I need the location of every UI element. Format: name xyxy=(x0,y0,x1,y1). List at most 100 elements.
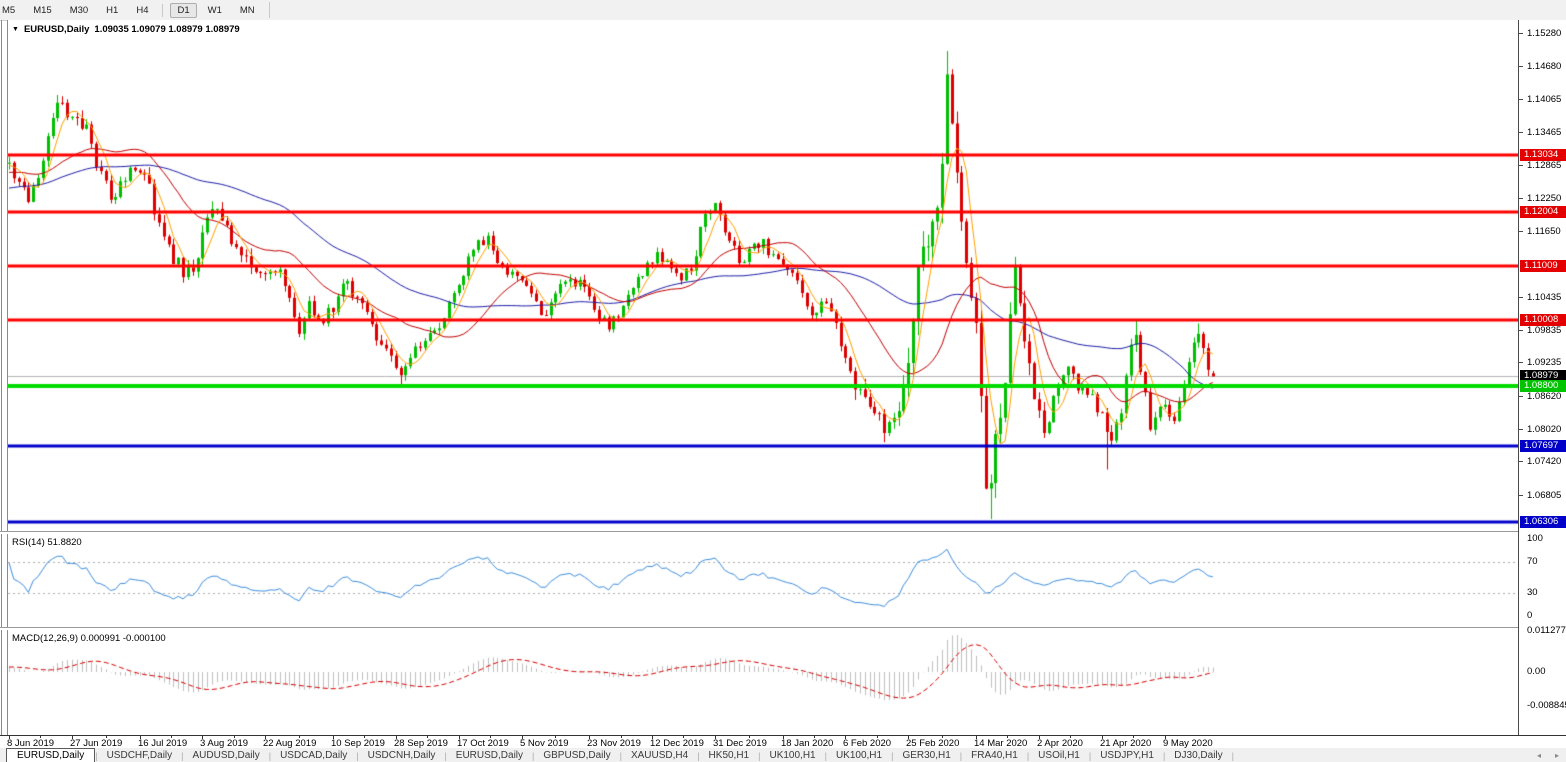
chart-tab-uk100-h1[interactable]: UK100,H1 xyxy=(769,750,816,761)
macd-axis-label: -0.008845 xyxy=(1527,700,1566,711)
tab-separator: | xyxy=(697,750,700,761)
price-tick-label: 1.11650 xyxy=(1527,226,1561,237)
tab-separator: | xyxy=(1088,750,1092,761)
price-level-tag: 1.08800 xyxy=(1520,380,1566,392)
panel-separator-rsi-macd[interactable] xyxy=(0,627,1566,630)
date-label: 8 Jun 2019 xyxy=(7,738,55,749)
chart-tab-gbpusd-daily[interactable]: GBPUSD,Daily xyxy=(543,750,611,761)
chart-tab-fra40-h1[interactable]: FRA40,H1 xyxy=(971,750,1018,761)
tab-separator: | xyxy=(268,750,272,761)
price-level-tag: 1.13034 xyxy=(1520,149,1566,161)
panel-separator-main-rsi[interactable] xyxy=(0,531,1566,534)
tab-separator: | xyxy=(959,750,963,761)
date-mid-tick xyxy=(490,736,491,738)
date-mid-tick xyxy=(171,736,172,738)
price-tick xyxy=(1519,231,1523,232)
price-level-tag: 1.08979 xyxy=(1520,370,1566,382)
date-tick xyxy=(845,736,846,739)
price-level-tag: 1.07697 xyxy=(1520,440,1566,452)
price-tick-label: 1.08020 xyxy=(1527,424,1562,435)
timeframe-button-m5[interactable]: M5 xyxy=(2,4,16,16)
date-tick xyxy=(783,736,784,739)
macd-indicator-panel[interactable]: MACD(12,26,9) 0.000991 -0.000100 xyxy=(8,629,1518,735)
chart-tab-audusd-daily[interactable]: AUDUSD,Daily xyxy=(192,750,260,761)
date-label: 6 Feb 2020 xyxy=(843,738,892,749)
chart-tab-eurusd-daily[interactable]: EURUSD,Daily xyxy=(6,748,96,762)
timeframe-button-w1[interactable]: W1 xyxy=(207,4,222,16)
price-level-tag: 1.11009 xyxy=(1520,260,1566,272)
date-tick xyxy=(522,736,523,739)
date-mid-tick xyxy=(427,736,428,738)
tab-scroll-left-icon[interactable]: ◂ xyxy=(1536,751,1541,760)
timeframe-toolbar: M5 M15 M30 H1 H4 D1 W1 MN xyxy=(0,0,1566,21)
macd-canvas[interactable] xyxy=(8,629,1518,735)
price-level-tag: 1.10008 xyxy=(1520,314,1566,326)
date-tick xyxy=(140,736,141,739)
rsi-axis-label: 0 xyxy=(1527,610,1533,621)
chart-tab-xauusd-h4[interactable]: XAUUSD,H4 xyxy=(630,750,689,761)
date-tick xyxy=(1165,736,1166,739)
date-label: 23 Nov 2019 xyxy=(587,738,641,749)
date-label: 27 Jun 2019 xyxy=(70,738,123,749)
price-tick-label: 1.10435 xyxy=(1527,292,1562,303)
timeframe-button-mn[interactable]: MN xyxy=(239,4,255,16)
timeframe-button-m15[interactable]: M15 xyxy=(33,4,52,16)
timeframe-buttons: M5 M15 M30 H1 H4 D1 W1 MN xyxy=(0,2,275,18)
date-axis[interactable]: 8 Jun 2019 27 Jun 2019 16 Jul 2019 3 Aug 20… xyxy=(0,735,1566,749)
timeframe-button-h1[interactable]: H1 xyxy=(106,4,119,16)
date-mid-tick xyxy=(555,736,556,738)
chart-tab-usdcnh-daily[interactable]: USDCNH,Daily xyxy=(367,750,436,761)
date-tick xyxy=(715,736,716,739)
chart-tab-usdjpy-h1[interactable]: USDJPY,H1 xyxy=(1100,750,1154,761)
date-label: 22 Aug 2019 xyxy=(263,738,317,749)
date-tick xyxy=(72,736,73,739)
tab-separator: | xyxy=(181,750,184,761)
date-tick xyxy=(202,736,203,739)
date-mid-tick xyxy=(942,736,943,738)
price-chart-panel[interactable]: ▼ EURUSD,Daily 1.09035 1.09079 1.08979 1… xyxy=(8,20,1518,531)
symbol-dropdown-icon[interactable]: ▼ xyxy=(12,26,19,33)
tab-separator: | xyxy=(1026,750,1030,761)
tab-scroll-right-icon[interactable]: ▸ xyxy=(1554,751,1559,760)
chart-tab-ger30-h1[interactable]: GER30,H1 xyxy=(902,750,951,761)
date-mid-tick xyxy=(364,736,365,738)
price-tick xyxy=(1519,429,1523,430)
tab-separator: | xyxy=(891,750,894,761)
chart-window-left-frame-inner xyxy=(7,20,8,747)
rsi-indicator-panel[interactable]: RSI(14) 51.8820 xyxy=(8,533,1518,627)
price-tick-label: 1.13465 xyxy=(1527,127,1562,138)
date-mid-tick xyxy=(1070,736,1071,738)
price-tick xyxy=(1519,297,1523,298)
chart-tab-uk100-h1[interactable]: UK100,H1 xyxy=(835,750,883,761)
date-label: 28 Sep 2019 xyxy=(394,738,448,749)
rsi-canvas[interactable] xyxy=(8,533,1518,627)
price-axis[interactable]: 1.15280 1.14680 1.14065 1.13465 1.12865 1.122… xyxy=(1518,20,1566,735)
chart-tab-eurusd-daily[interactable]: EURUSD,Daily xyxy=(455,750,524,761)
rsi-label: RSI(14) 51.8820 xyxy=(12,537,82,548)
tab-separator: | xyxy=(824,750,827,761)
tab-separator: | xyxy=(1231,750,1234,761)
chart-tab-dj30-daily[interactable]: DJ30,Daily xyxy=(1174,750,1223,761)
price-tick-label: 1.09235 xyxy=(1527,357,1562,368)
chart-title: ▼ EURUSD,Daily 1.09035 1.09079 1.08979 1… xyxy=(12,24,240,35)
timeframe-button-m30[interactable]: M30 xyxy=(69,4,89,16)
price-tick-label: 1.12250 xyxy=(1527,193,1562,204)
date-label: 18 Jan 2020 xyxy=(781,738,834,749)
price-chart-canvas[interactable] xyxy=(8,20,1518,531)
rsi-axis-label: 30 xyxy=(1527,587,1538,598)
timeframe-button-d1[interactable]: D1 xyxy=(170,2,197,18)
tab-separator: | xyxy=(1162,750,1166,761)
chart-tab-hk50-h1[interactable]: HK50,H1 xyxy=(708,750,750,761)
timeframe-button-h4[interactable]: H4 xyxy=(136,4,149,16)
price-tick xyxy=(1519,461,1523,462)
rsi-axis-label: 70 xyxy=(1527,556,1538,567)
date-label: 21 Apr 2020 xyxy=(1100,738,1152,749)
chart-tab-usoil-h1[interactable]: USOil,H1 xyxy=(1038,750,1080,761)
price-tick-label: 1.15280 xyxy=(1527,28,1562,39)
price-tick xyxy=(1519,132,1523,133)
tab-separator: | xyxy=(95,750,98,761)
chart-tab-usdcad-daily[interactable]: USDCAD,Daily xyxy=(280,750,348,761)
chart-tab-usdchf-daily[interactable]: USDCHF,Daily xyxy=(106,750,173,761)
chart-window-left-frame xyxy=(1,20,2,747)
